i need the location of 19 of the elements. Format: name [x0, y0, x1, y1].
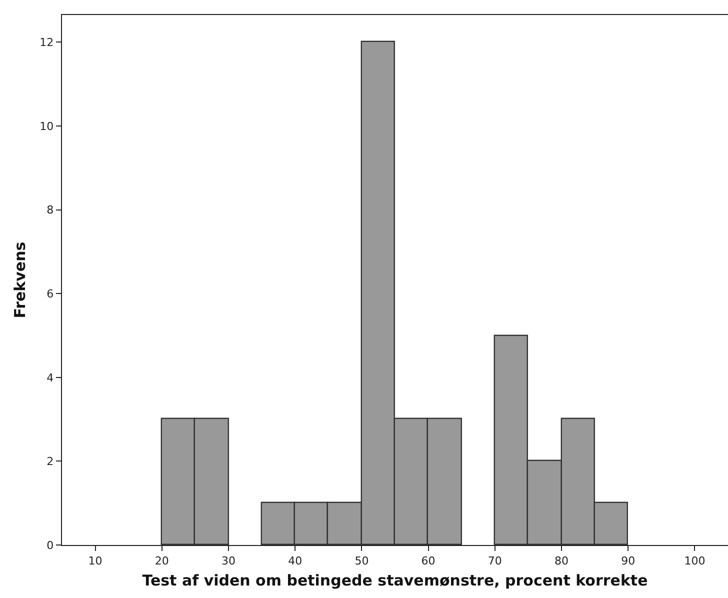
y-tick-label: 6: [46, 287, 54, 300]
y-tick-label: 12: [40, 36, 54, 50]
y-tick-label: 0: [46, 538, 54, 552]
y-tick-label: 10: [40, 120, 54, 133]
x-axis-title: Test af viden om betingede stavemønstre, procent korrekte: [142, 571, 648, 590]
x-tick-label: 100: [684, 554, 706, 568]
x-tick-label: 30: [222, 554, 236, 568]
y-axis-title: Frekvens: [10, 242, 29, 318]
y-tick-label: 8: [46, 204, 54, 217]
x-tick-label: 50: [354, 554, 369, 568]
x-tick-label: 60: [421, 554, 436, 568]
x-tick-label: 90: [621, 554, 636, 568]
x-tick-label: 10: [88, 554, 102, 568]
x-tick-label: 20: [154, 554, 169, 568]
x-tick-label: 80: [554, 554, 568, 568]
x-tick-label: 70: [488, 554, 502, 568]
y-tick-label: 2: [46, 455, 54, 468]
y-tick-label: 4: [46, 371, 54, 384]
x-tick-label: 40: [288, 554, 302, 568]
